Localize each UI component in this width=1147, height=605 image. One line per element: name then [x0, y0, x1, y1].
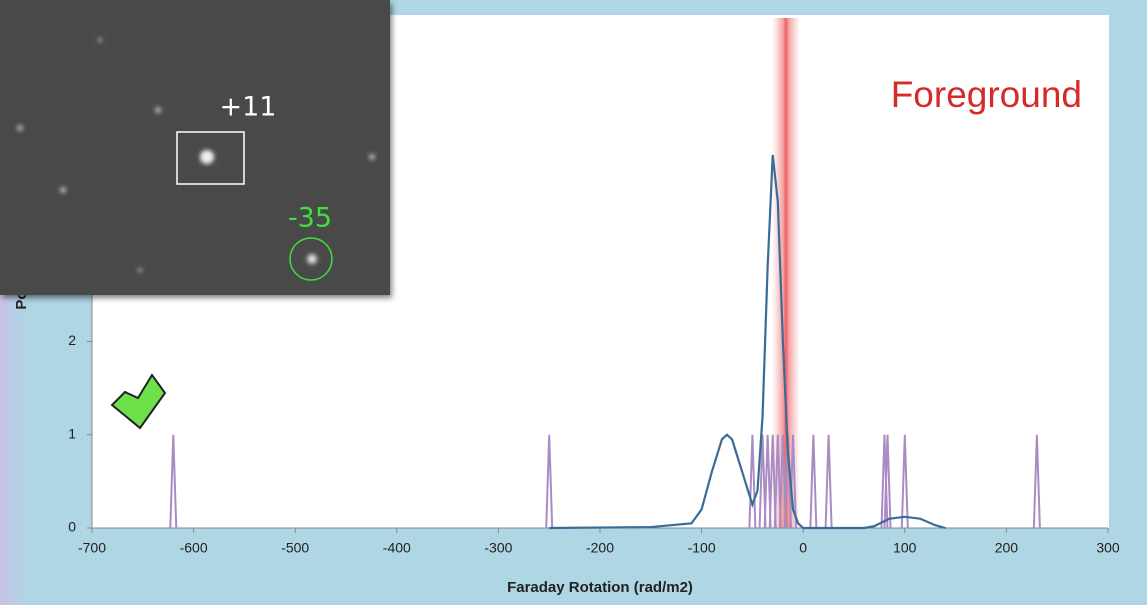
annotation: Foreground — [891, 74, 1082, 115]
x-tick-label: -700 — [78, 540, 106, 556]
x-tick-label: -400 — [383, 540, 411, 556]
arrow-icon — [110, 373, 167, 430]
spike — [900, 434, 909, 529]
x-tick-label: 200 — [995, 540, 1019, 556]
spike — [758, 434, 767, 529]
series-line — [549, 154, 946, 530]
inset-circle — [289, 237, 333, 281]
inset: +11 -35 — [0, 0, 390, 295]
spike — [768, 434, 777, 529]
spike — [763, 434, 772, 529]
spike — [169, 434, 178, 529]
x-tick-label: 100 — [893, 540, 917, 556]
x-tick-label: 0 — [799, 540, 807, 556]
x-tick-label: -300 — [484, 540, 512, 556]
inset-stars — [17, 38, 375, 272]
x-tick-label: -600 — [180, 540, 208, 556]
y-tick-label: 2 — [68, 332, 76, 348]
inset-label: -35 — [288, 203, 332, 234]
x-axis-label: Faraday Rotation (rad/m2) — [507, 579, 693, 596]
spike — [809, 434, 818, 529]
spike — [545, 434, 554, 529]
spike — [778, 434, 787, 529]
y-tick-label: 1 — [68, 425, 76, 441]
spike — [773, 434, 782, 529]
spike — [824, 434, 833, 529]
x-tick-label: -500 — [281, 540, 309, 556]
x-tick-label: -100 — [688, 540, 716, 556]
x-tick-label: -200 — [586, 540, 614, 556]
spike — [1032, 434, 1041, 529]
x-tick-label: 300 — [1096, 540, 1120, 556]
y-tick-label: 0 — [68, 519, 76, 535]
inset-box — [176, 131, 245, 185]
y-axis-label: Po — [13, 290, 30, 309]
inset-image — [0, 0, 390, 295]
spike — [883, 434, 892, 529]
inset-label: +11 — [220, 92, 277, 123]
